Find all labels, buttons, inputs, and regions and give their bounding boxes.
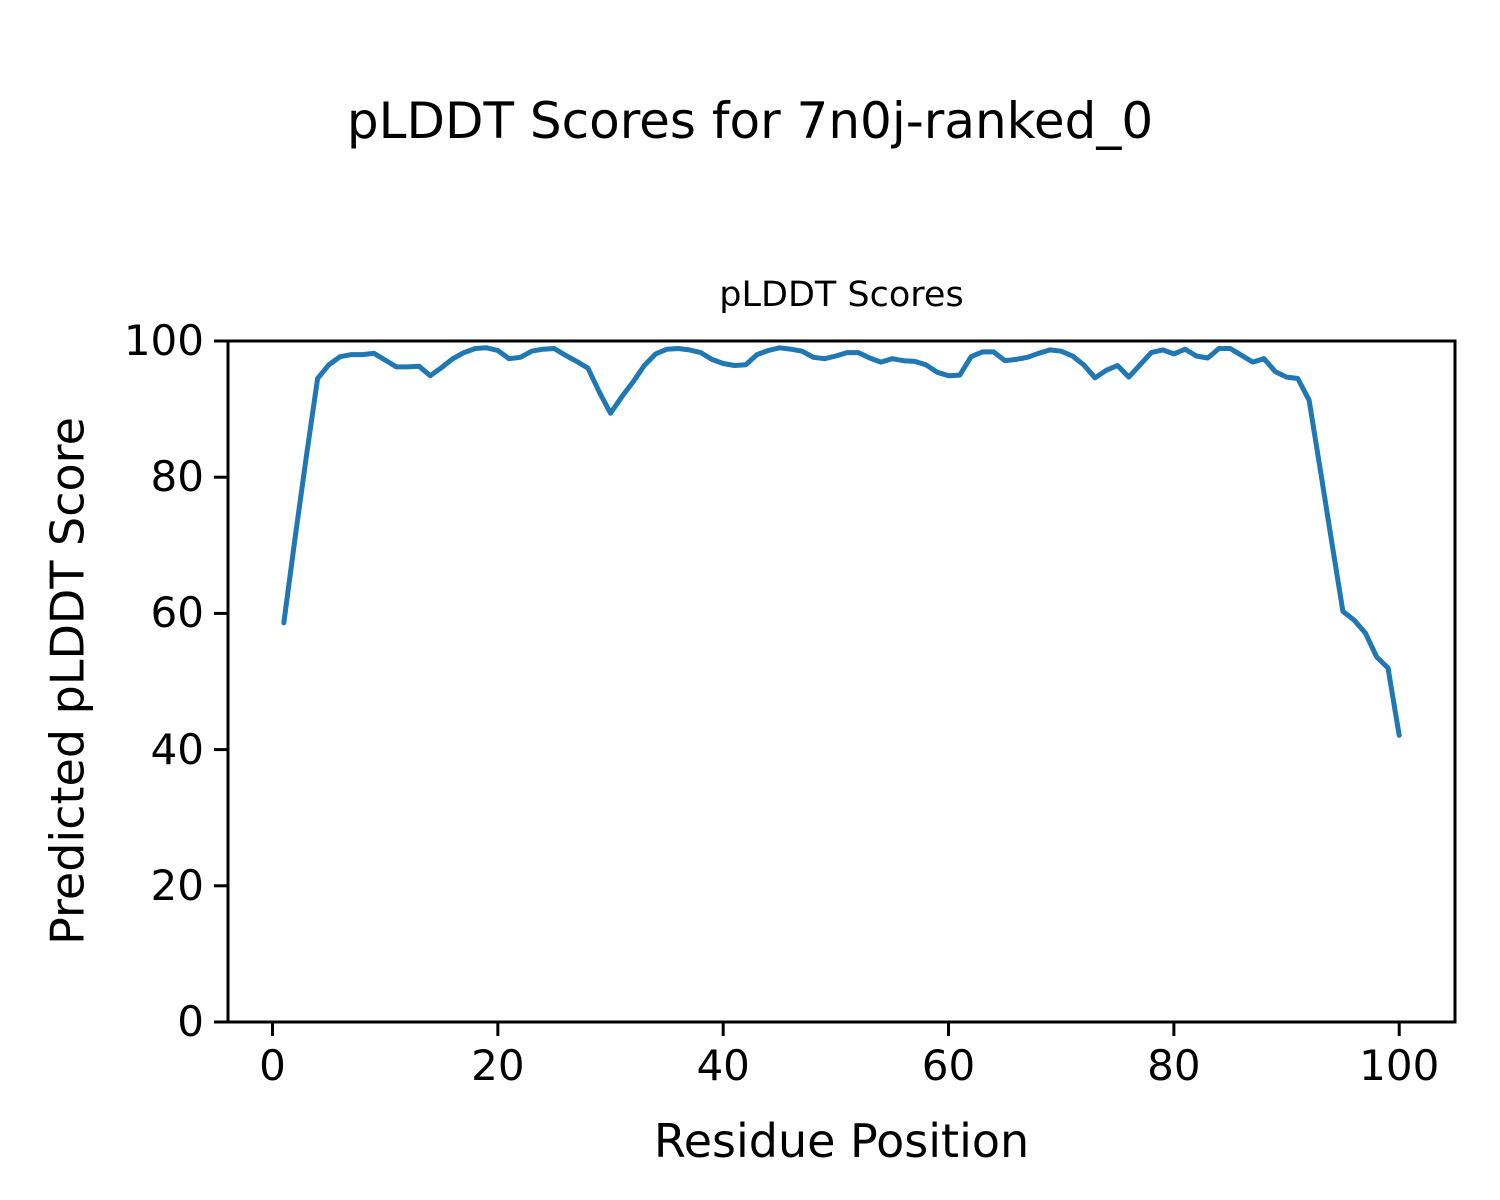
y-tick-label: 40	[150, 724, 204, 774]
x-tick-label: 20	[471, 1041, 525, 1090]
y-tick-label: 0	[177, 997, 204, 1046]
figure-title: pLDDT Scores for 7n0j-ranked_0	[346, 92, 1154, 150]
x-tick-label: 60	[921, 1041, 976, 1090]
x-axis-label: Residue Position	[653, 1114, 1030, 1168]
chart-title: pLDDT Scores	[719, 275, 964, 315]
plddt-line	[281, 345, 1402, 738]
axes-frame	[226, 339, 1457, 1024]
y-tick-label: 80	[150, 452, 204, 502]
y-tick-label: 20	[150, 860, 204, 910]
x-tick-label: 40	[696, 1041, 750, 1090]
x-tick-label: 80	[1147, 1041, 1201, 1090]
y-tick-label: 60	[150, 588, 204, 638]
x-tick-label: 100	[1359, 1041, 1440, 1090]
tick-marks	[214, 339, 1401, 1036]
x-tick-label: 0	[259, 1041, 286, 1090]
y-tick-label: 100	[123, 316, 204, 365]
y-axis-label: Predicted pLDDT Score	[40, 417, 95, 945]
